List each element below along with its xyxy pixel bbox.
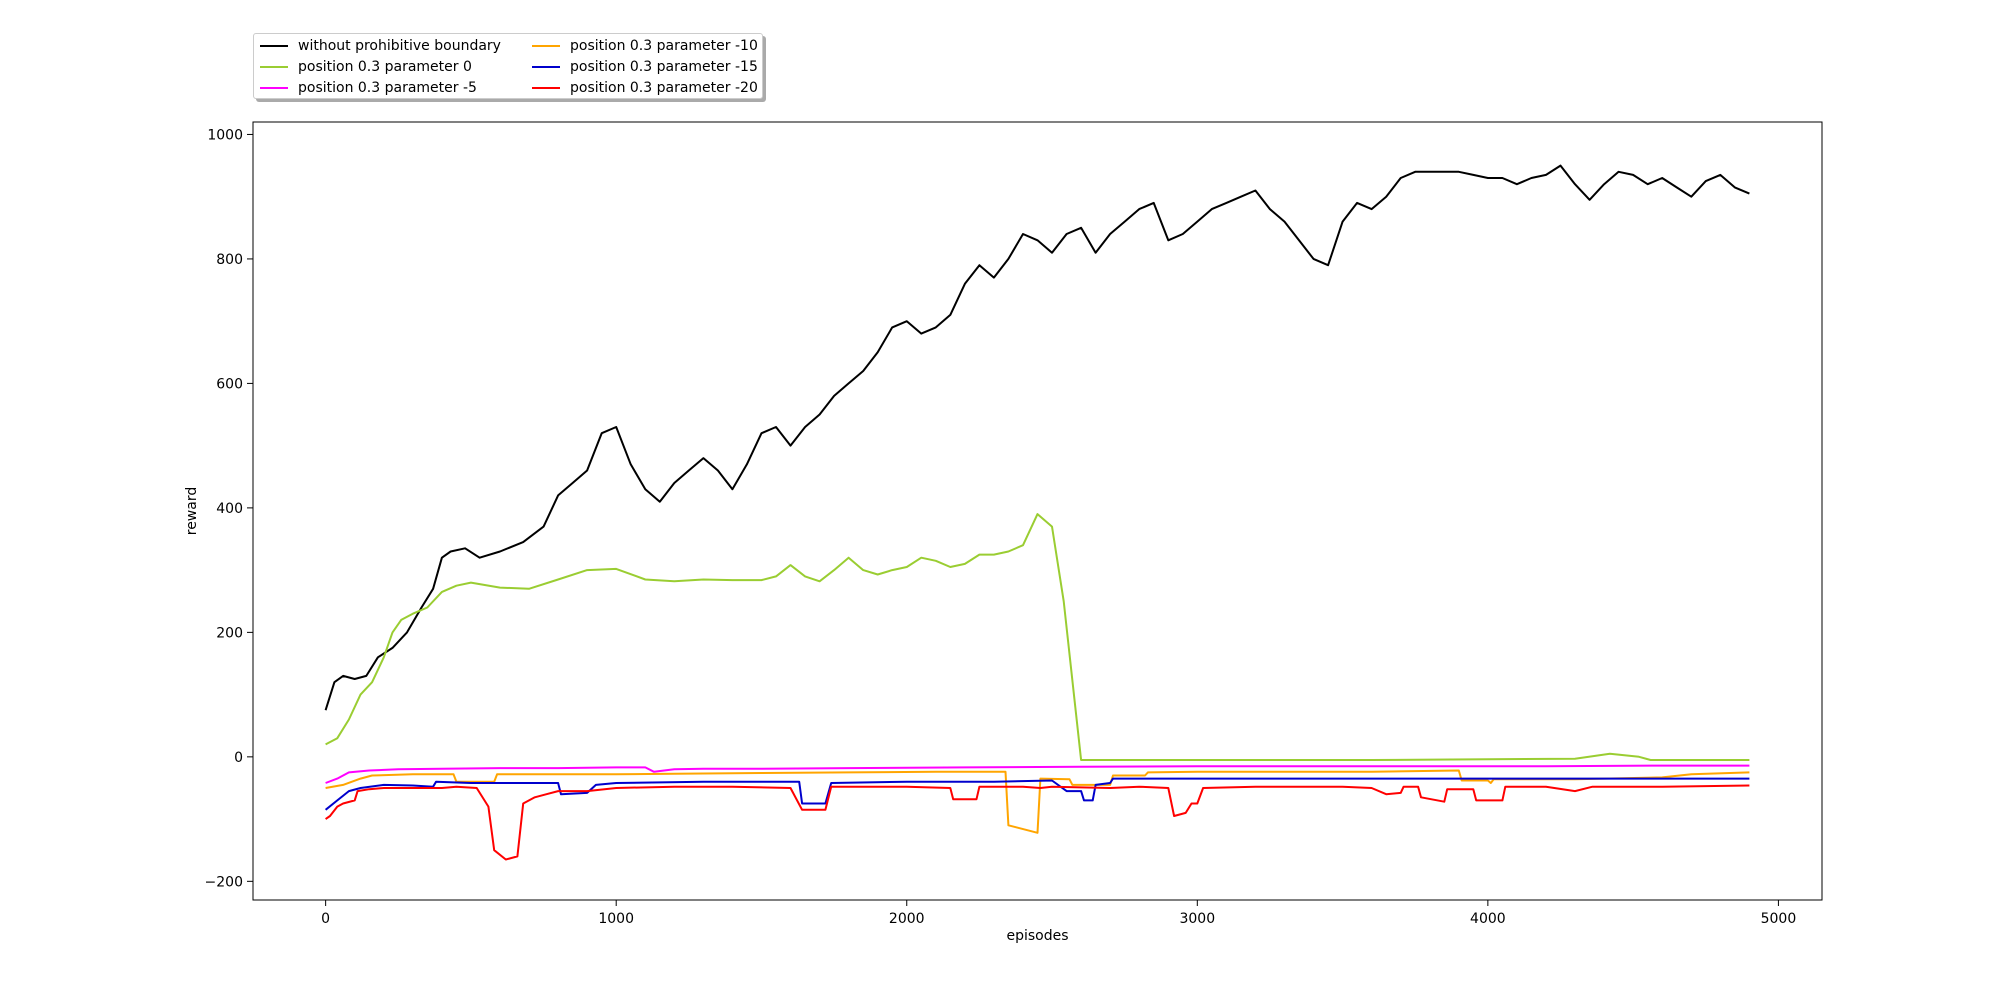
legend-item: position 0.3 parameter -10 [532, 36, 758, 56]
y-tick-label: 800 [216, 252, 243, 268]
y-axis-label: reward [184, 487, 200, 536]
legend-item: position 0.3 parameter -20 [532, 78, 758, 98]
legend-item: without prohibitive boundary [260, 36, 501, 56]
legend-swatch [532, 45, 560, 47]
x-tick-label: 0 [321, 911, 330, 927]
legend-label: position 0.3 parameter -10 [570, 38, 758, 54]
y-tick-label: 200 [216, 625, 243, 641]
y-tick-label: 0 [234, 750, 243, 766]
series-line-3 [325, 764, 1750, 784]
legend-label: position 0.3 parameter -20 [570, 80, 758, 96]
legend-label: without prohibitive boundary [298, 38, 501, 54]
series-line-6 [325, 784, 1750, 861]
legend-item: position 0.3 parameter 0 [260, 57, 472, 77]
x-tick-label: 2000 [889, 911, 925, 927]
x-tick-label: 5000 [1761, 911, 1797, 927]
series-line-1 [324, 164, 1750, 711]
series-layer [324, 164, 1750, 861]
legend-swatch [532, 87, 560, 89]
y-tick-label: 400 [216, 501, 243, 517]
legend-swatch [532, 66, 560, 68]
x-tick-label: 3000 [1179, 911, 1215, 927]
series-line-2 [325, 513, 1750, 761]
y-axis: −200 0 200 400 600 800 1000 [205, 127, 253, 890]
legend-item: position 0.3 parameter -15 [532, 57, 758, 77]
legend-swatch [260, 87, 288, 89]
y-tick-label: 1000 [207, 127, 243, 143]
plot-border [252, 121, 1823, 901]
legend: without prohibitive boundary position 0.3… [253, 33, 763, 99]
legend-swatch [260, 66, 288, 68]
y-tick-label: 600 [216, 376, 243, 392]
series-line-5 [324, 777, 1750, 811]
x-axis-label: episodes [1006, 928, 1068, 944]
legend-swatch [260, 45, 288, 47]
legend-label: position 0.3 parameter -5 [298, 80, 477, 96]
legend-label: position 0.3 parameter 0 [298, 59, 472, 75]
y-tick-label: −200 [205, 874, 243, 890]
legend-item: position 0.3 parameter -5 [260, 78, 477, 98]
plot-area [253, 122, 1822, 900]
x-tick-label: 1000 [598, 911, 634, 927]
legend-label: position 0.3 parameter -15 [570, 59, 758, 75]
x-axis: 0 1000 2000 3000 4000 5000 [321, 900, 1796, 927]
x-tick-label: 4000 [1470, 911, 1506, 927]
